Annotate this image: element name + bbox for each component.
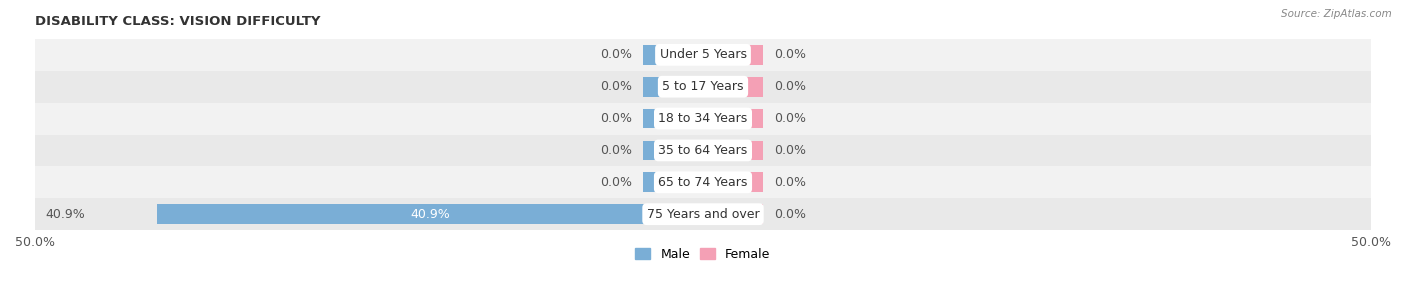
Bar: [643, 77, 703, 97]
Text: 0.0%: 0.0%: [600, 80, 633, 93]
Bar: [703, 140, 763, 160]
Bar: [35, 39, 1371, 71]
Text: 0.0%: 0.0%: [600, 48, 633, 61]
Text: 0.0%: 0.0%: [773, 208, 806, 221]
Bar: [703, 172, 763, 192]
Bar: [35, 103, 1371, 135]
Text: 0.0%: 0.0%: [773, 112, 806, 125]
Text: 18 to 34 Years: 18 to 34 Years: [658, 112, 748, 125]
Bar: [35, 166, 1371, 198]
Text: 0.0%: 0.0%: [773, 48, 806, 61]
Text: 40.9%: 40.9%: [411, 208, 450, 221]
Legend: Male, Female: Male, Female: [630, 243, 776, 266]
Text: 0.0%: 0.0%: [773, 176, 806, 189]
Bar: [156, 204, 703, 224]
Text: 0.0%: 0.0%: [773, 80, 806, 93]
Bar: [35, 135, 1371, 166]
Text: 40.9%: 40.9%: [45, 208, 86, 221]
Bar: [703, 109, 763, 129]
Text: 0.0%: 0.0%: [600, 112, 633, 125]
Bar: [643, 45, 703, 65]
Bar: [643, 172, 703, 192]
Bar: [35, 71, 1371, 103]
Text: 0.0%: 0.0%: [773, 144, 806, 157]
Bar: [703, 77, 763, 97]
Text: Under 5 Years: Under 5 Years: [659, 48, 747, 61]
Bar: [643, 140, 703, 160]
Text: 5 to 17 Years: 5 to 17 Years: [662, 80, 744, 93]
Text: 0.0%: 0.0%: [600, 144, 633, 157]
Text: DISABILITY CLASS: VISION DIFFICULTY: DISABILITY CLASS: VISION DIFFICULTY: [35, 15, 321, 28]
Text: 65 to 74 Years: 65 to 74 Years: [658, 176, 748, 189]
Bar: [703, 204, 763, 224]
Bar: [703, 45, 763, 65]
Bar: [643, 109, 703, 129]
Bar: [35, 198, 1371, 230]
Text: 75 Years and over: 75 Years and over: [647, 208, 759, 221]
Text: 35 to 64 Years: 35 to 64 Years: [658, 144, 748, 157]
Text: Source: ZipAtlas.com: Source: ZipAtlas.com: [1281, 9, 1392, 19]
Text: 0.0%: 0.0%: [600, 176, 633, 189]
